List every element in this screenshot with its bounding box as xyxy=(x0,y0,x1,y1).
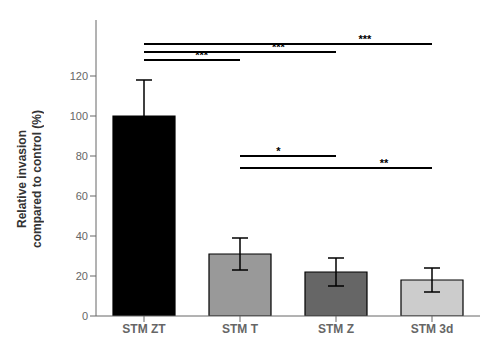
svg-text:STM ZT: STM ZT xyxy=(122,322,166,336)
svg-text:***: *** xyxy=(272,41,286,53)
svg-text:80: 80 xyxy=(76,150,88,162)
svg-text:120: 120 xyxy=(70,70,88,82)
svg-text:***: *** xyxy=(195,49,209,61)
svg-text:100: 100 xyxy=(70,110,88,122)
svg-text:20: 20 xyxy=(76,270,88,282)
svg-text:40: 40 xyxy=(76,230,88,242)
svg-text:60: 60 xyxy=(76,190,88,202)
svg-text:STM 3d: STM 3d xyxy=(411,322,454,336)
svg-text:STM Z: STM Z xyxy=(318,322,354,336)
html-text:Relative invasion compared to: Relative invasion compared to control (%… xyxy=(15,110,44,248)
svg-text:STM T: STM T xyxy=(222,322,259,336)
svg-text:0: 0 xyxy=(82,310,88,322)
svg-text:**: ** xyxy=(380,157,389,169)
svg-text:***: *** xyxy=(358,33,372,45)
svg-text:*: * xyxy=(276,145,281,157)
